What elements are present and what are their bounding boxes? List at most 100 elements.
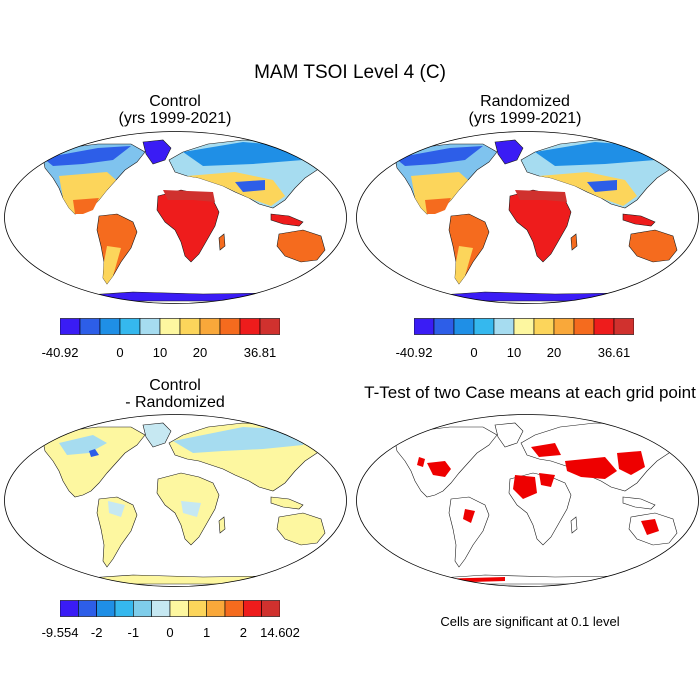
colorbar-swatch: [573, 318, 595, 335]
continent-northAmerica: [394, 426, 498, 498]
colorbar-swatch: [119, 318, 141, 335]
colorbar-swatch: [179, 318, 201, 335]
continent-southAmerica: [96, 496, 138, 568]
land-layer: [42, 139, 336, 302]
region-tibet: [587, 180, 617, 192]
continent-greenland: [494, 422, 524, 448]
mask-middle-east-asia: [565, 457, 617, 479]
panel-title-ttest: T-Test of two Case means at each grid po…: [364, 383, 696, 402]
colorbar-swatch: [553, 318, 575, 335]
colorbar-tick-label: 0: [166, 625, 174, 640]
colorbar-difference: [60, 600, 280, 617]
colorbar-swatch: [593, 318, 615, 335]
mask-brazil: [463, 509, 475, 523]
panel-title-line-2: (yrs 1999-2021): [118, 110, 232, 127]
continent-australia: [276, 229, 326, 263]
continent-greenland: [142, 422, 172, 448]
continent-indonesia: [270, 213, 304, 227]
region-central-america: [73, 198, 99, 214]
colorbar-swatch: [259, 318, 280, 335]
panel-title-line-2: (yrs 1999-2021): [468, 110, 582, 127]
colorbar-tick-label: 1: [203, 625, 211, 640]
colorbar-swatch: [261, 600, 280, 617]
region-canada: [59, 435, 107, 455]
colorbar-swatch: [78, 600, 97, 617]
colorbar-swatch: [133, 600, 152, 617]
significance-note: Cells are significant at 0.1 level: [440, 614, 620, 629]
mask-australia: [641, 519, 659, 535]
colorbar-swatch: [239, 318, 261, 335]
mask-china: [617, 451, 645, 475]
region-north-america-north: [395, 146, 483, 166]
colorbar-randomized: [414, 318, 634, 335]
region-north-america-south: [411, 172, 468, 214]
map-difference: [4, 414, 347, 587]
colorbar-swatch: [613, 318, 634, 335]
colorbar-tick-label: 20: [546, 345, 562, 360]
colorbar-swatch: [60, 318, 81, 335]
continent-madagascar: [570, 516, 578, 534]
colorbar-tick-label: 20: [192, 345, 208, 360]
continent-southAmerica: [448, 496, 490, 568]
region-tibet: [235, 180, 265, 192]
colorbar-tick-label: 36.61: [597, 345, 631, 360]
region-north-america-south: [59, 172, 116, 214]
colorbar-swatch: [139, 318, 161, 335]
colorbar-tick-label: 2: [239, 625, 247, 640]
map-boundary: [4, 414, 347, 587]
region-sahara: [515, 190, 567, 202]
map-control: [4, 131, 347, 304]
colorbar-tick-label: 10: [506, 345, 522, 360]
panel-title-control: Control (yrs 1999-2021): [45, 93, 305, 127]
region-north-america-north: [43, 146, 131, 166]
colorbar-swatch: [224, 600, 244, 617]
colorbar-labels-control: -40.92 0 10 20 36.81: [42, 345, 280, 361]
colorbar-swatch: [493, 318, 515, 335]
region-sahara: [163, 190, 215, 202]
panel-title-line-1: Control: [149, 377, 201, 394]
continent-australia: [276, 512, 326, 546]
colorbar-tick-label: -1: [127, 625, 140, 640]
colorbar-swatch: [188, 600, 207, 617]
colorbar-swatch: [60, 600, 79, 617]
colorbar-swatch: [79, 318, 101, 335]
colorbar-swatch: [473, 318, 495, 335]
region-south-america-south: [103, 246, 121, 284]
continent-greenland: [142, 139, 172, 165]
map-ttest: [356, 414, 699, 587]
panel-title-randomized: Randomized (yrs 1999-2021): [395, 93, 655, 127]
colorbar-tick-label: -40.92: [395, 345, 433, 360]
colorbar-swatch: [169, 600, 189, 617]
region-amazon: [108, 501, 125, 517]
colorbar-swatch: [243, 600, 262, 617]
map-randomized: [356, 131, 699, 304]
colorbar-swatch: [219, 318, 241, 335]
colorbar-swatch: [433, 318, 455, 335]
panel-title-line-2: - Randomized: [125, 394, 225, 411]
colorbar-swatch: [414, 318, 435, 335]
colorbar-tick-label: 0: [116, 345, 124, 360]
colorbar-swatch: [114, 600, 134, 617]
region-central-america: [425, 198, 451, 214]
colorbar-control: [60, 318, 280, 335]
mask-rockies: [417, 457, 425, 467]
continent-greenland: [494, 139, 524, 165]
colorbar-tick-label: 14.602: [260, 625, 300, 640]
colorbar-swatch: [159, 318, 181, 335]
mask-europe: [531, 443, 561, 457]
colorbar-labels-randomized: -40.92 0 10 20 36.61: [396, 345, 634, 361]
region-northern-eurasia: [173, 427, 315, 453]
colorbar-tick-label: 36.81: [243, 345, 277, 360]
land-layer: [42, 422, 336, 585]
continent-madagascar: [218, 233, 226, 251]
continent-madagascar: [218, 516, 226, 534]
mask-eastern-us: [427, 461, 451, 477]
continent-indonesia: [622, 496, 656, 510]
colorbar-labels-difference: -9.554 -2 -1 0 1 2 14.602: [42, 625, 300, 641]
colorbar-swatch: [513, 318, 535, 335]
colorbar-tick-label: -9.554: [41, 625, 79, 640]
colorbar-swatch: [206, 600, 226, 617]
panel-title-line-1: Control: [149, 93, 201, 110]
mask-north-africa: [539, 473, 555, 487]
map-boundary: [4, 131, 347, 304]
